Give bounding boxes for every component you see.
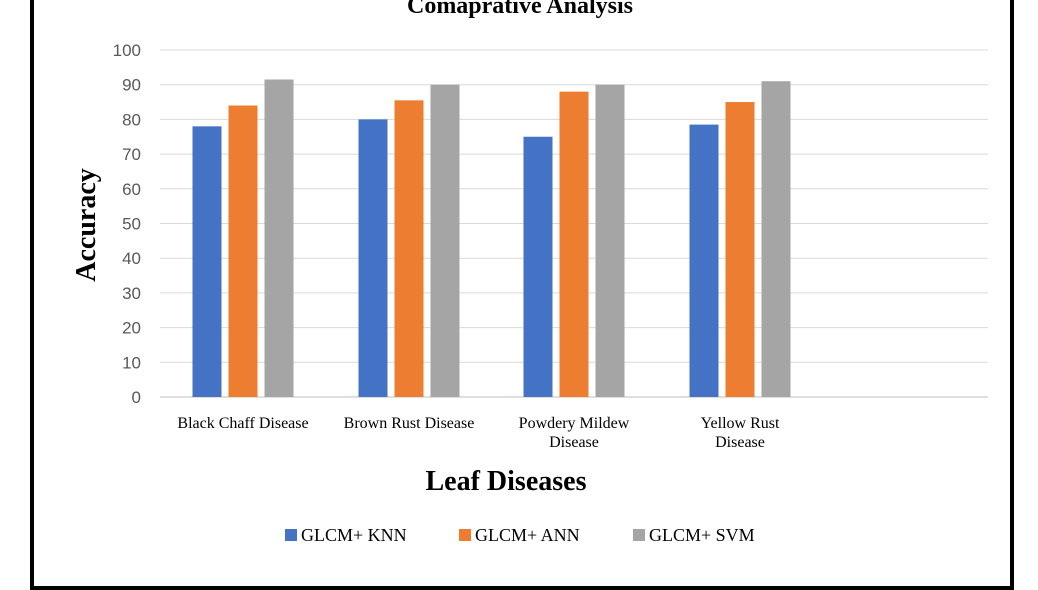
- x-tick-label: Black Chaff Disease: [177, 415, 308, 432]
- y-tick-label: 40: [122, 249, 141, 268]
- y-tick-label: 90: [122, 76, 141, 95]
- y-tick-label: 30: [122, 284, 141, 303]
- legend-swatch: [633, 529, 645, 541]
- bar: [430, 84, 460, 397]
- chart-title: Comaprative Analysis: [407, 0, 633, 19]
- x-tick-label: Brown Rust Disease: [344, 415, 475, 432]
- x-axis-label: Leaf Diseases: [426, 466, 587, 497]
- legend-label: GLCM+ SVM: [649, 525, 755, 545]
- bar: [523, 136, 553, 397]
- bar: [725, 102, 755, 398]
- legend-swatch: [459, 529, 471, 541]
- bars: [192, 79, 791, 398]
- legend: GLCM+ KNN GLCM+ ANN GLCM+ SVM: [285, 525, 755, 545]
- legend-swatch: [285, 529, 297, 541]
- y-tick-label: 50: [122, 215, 141, 234]
- bar: [559, 91, 589, 397]
- y-tick-label: 10: [122, 353, 141, 372]
- y-tick-label: 60: [122, 180, 141, 199]
- bar: [595, 84, 625, 397]
- y-axis-label: Accuracy: [71, 168, 102, 282]
- bar: [689, 124, 719, 397]
- y-tick-labels: 0 10 20 30 40 50 60 70 80 90 100: [113, 41, 141, 407]
- x-tick-label: Powdery Mildew Disease: [519, 415, 630, 451]
- y-tick-label: 0: [132, 388, 141, 407]
- y-tick-label: 70: [122, 145, 141, 164]
- bar-chart: Comaprative Analysis 0 10 20 30 40 50 60 70 80 90…: [71, 0, 988, 545]
- y-tick-label: 20: [122, 319, 141, 338]
- bar: [358, 119, 388, 398]
- bar: [394, 100, 424, 397]
- y-tick-label: 100: [113, 41, 141, 60]
- bar: [264, 79, 294, 398]
- legend-label: GLCM+ ANN: [475, 525, 580, 545]
- x-tick-label: Yellow Rust Disease: [701, 415, 780, 451]
- y-tick-label: 80: [122, 110, 141, 129]
- legend-label: GLCM+ KNN: [301, 525, 407, 545]
- bar: [761, 81, 791, 397]
- x-tick-labels: Black Chaff Disease Brown Rust Disease Pow…: [177, 415, 780, 451]
- bar: [228, 105, 258, 398]
- bar: [192, 126, 222, 397]
